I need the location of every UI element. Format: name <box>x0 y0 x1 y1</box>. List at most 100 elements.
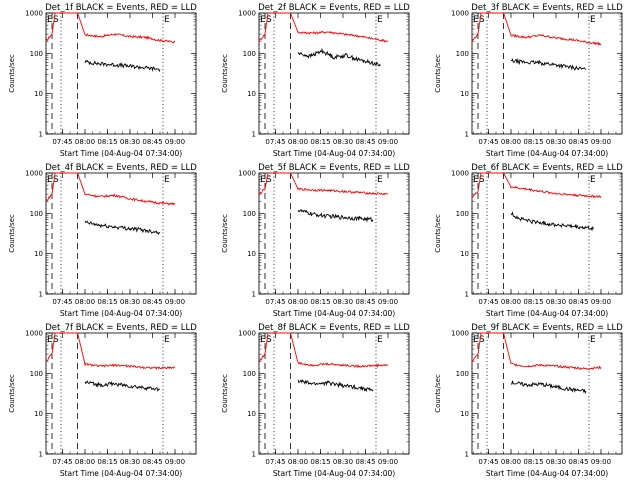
y-tick-label: 1 <box>39 131 43 139</box>
edge-marker: E <box>260 175 266 185</box>
x-axis-label: Start Time (04-Aug-04 07:34:00) <box>486 469 608 478</box>
chart-panel-4: Det_4f BLACK = Events, RED = LLD Counts/s… <box>0 160 213 320</box>
y-tick-label: 1000 <box>25 330 43 338</box>
series-line-black <box>84 59 161 73</box>
x-tick-label: 08:15 <box>97 138 117 146</box>
start-marker: S <box>266 175 272 185</box>
chart-svg: Det_1f BLACK = Events, RED = LLD Counts/s… <box>8 3 197 158</box>
x-tick-label: 07:45 <box>478 138 498 146</box>
end-marker: E <box>590 175 596 185</box>
x-tick-label: 09:00 <box>591 138 611 146</box>
chart-panel-2: Det_2f BLACK = Events, RED = LLD Counts/s… <box>213 0 426 160</box>
start-marker: S <box>479 335 485 345</box>
series-line-red <box>45 12 176 44</box>
x-axis-label: Start Time (04-Aug-04 07:34:00) <box>273 149 395 158</box>
x-tick-label: 09:00 <box>378 298 398 306</box>
x-tick-label: 07:45 <box>265 298 285 306</box>
x-tick-label: 08:30 <box>546 458 566 466</box>
y-tick-label: 10 <box>247 90 256 98</box>
x-tick-label: 09:00 <box>378 138 398 146</box>
y-tick-label: 1 <box>252 131 256 139</box>
x-tick-label: 09:00 <box>165 138 185 146</box>
x-tick-label: 07:45 <box>265 458 285 466</box>
series-line-black <box>297 47 381 67</box>
plot-frame <box>471 12 623 135</box>
plot-frame <box>45 172 197 295</box>
x-tick-label: 08:30 <box>120 458 140 466</box>
edge-marker: E <box>260 15 266 25</box>
series-line-black <box>510 211 594 232</box>
x-tick-label: 07:45 <box>52 138 72 146</box>
y-tick-label: 1000 <box>238 170 256 178</box>
edge-marker: E <box>473 15 479 25</box>
end-marker: E <box>164 335 170 345</box>
y-tick-label: 100 <box>456 50 469 58</box>
x-tick-label: 09:00 <box>591 298 611 306</box>
series-line-red <box>471 172 602 199</box>
chart-panel-5: Det_5f BLACK = Events, RED = LLD Counts/s… <box>213 160 426 320</box>
y-axis-label: Counts/sec <box>434 214 442 253</box>
x-tick-label: 08:00 <box>288 138 308 146</box>
x-tick-label: 07:45 <box>52 298 72 306</box>
start-marker: S <box>266 335 272 345</box>
x-tick-label: 08:30 <box>546 298 566 306</box>
edge-marker: E <box>47 15 53 25</box>
chart-title: Det_6f BLACK = Events, RED = LLD <box>471 163 623 173</box>
chart-panel-7: Det_7f BLACK = Events, RED = LLD Counts/s… <box>0 320 213 480</box>
y-axis-label: Counts/sec <box>221 54 229 93</box>
x-tick-label: 08:45 <box>142 138 162 146</box>
chart-svg: Det_9f BLACK = Events, RED = LLD Counts/s… <box>434 323 623 478</box>
chart-title: Det_5f BLACK = Events, RED = LLD <box>258 163 410 173</box>
x-tick-label: 07:45 <box>265 138 285 146</box>
end-marker: E <box>377 15 383 25</box>
edge-marker: E <box>473 175 479 185</box>
chart-svg: Det_2f BLACK = Events, RED = LLD Counts/s… <box>221 3 410 158</box>
y-tick-label: 1 <box>465 131 469 139</box>
chart-svg: Det_8f BLACK = Events, RED = LLD Counts/s… <box>221 323 410 478</box>
y-tick-label: 100 <box>243 210 256 218</box>
x-tick-label: 08:00 <box>75 138 95 146</box>
chart-svg: Det_3f BLACK = Events, RED = LLD Counts/s… <box>434 3 623 158</box>
x-tick-label: 08:00 <box>501 458 521 466</box>
x-tick-label: 08:45 <box>355 298 375 306</box>
series-line-red <box>45 332 176 370</box>
y-axis-label: Counts/sec <box>434 374 442 413</box>
x-tick-label: 08:15 <box>310 138 330 146</box>
y-tick-label: 1000 <box>238 330 256 338</box>
y-tick-label: 10 <box>460 250 469 258</box>
x-tick-label: 08:45 <box>355 138 375 146</box>
x-tick-label: 08:00 <box>501 138 521 146</box>
series-line-black <box>84 220 161 235</box>
start-marker: S <box>53 335 59 345</box>
x-tick-label: 09:00 <box>378 458 398 466</box>
y-tick-label: 1000 <box>451 10 469 18</box>
y-axis-label: Counts/sec <box>434 54 442 93</box>
edge-marker: E <box>47 175 53 185</box>
start-marker: S <box>53 15 59 25</box>
series-line-red <box>258 332 389 368</box>
y-axis-label: Counts/sec <box>8 54 16 93</box>
x-tick-label: 08:00 <box>501 298 521 306</box>
series-line-black <box>511 380 587 395</box>
start-marker: S <box>479 15 485 25</box>
y-tick-label: 100 <box>243 370 256 378</box>
y-tick-label: 10 <box>247 250 256 258</box>
start-marker: S <box>479 175 485 185</box>
x-tick-label: 08:30 <box>333 458 353 466</box>
y-tick-label: 1 <box>39 451 43 459</box>
y-tick-label: 1 <box>252 291 256 299</box>
y-axis-label: Counts/sec <box>221 214 229 253</box>
x-tick-label: 08:15 <box>97 298 117 306</box>
x-tick-label: 08:15 <box>523 298 543 306</box>
chart-panel-1: Det_1f BLACK = Events, RED = LLD Counts/s… <box>0 0 213 160</box>
x-tick-label: 08:00 <box>288 458 308 466</box>
x-tick-label: 08:00 <box>75 298 95 306</box>
series-line-black <box>297 208 374 223</box>
series-line-red <box>258 172 388 196</box>
plot-frame <box>258 172 410 295</box>
x-tick-label: 08:30 <box>546 138 566 146</box>
chart-title: Det_1f BLACK = Events, RED = LLD <box>45 3 197 13</box>
series-line-red <box>471 12 602 46</box>
x-tick-label: 08:30 <box>333 138 353 146</box>
